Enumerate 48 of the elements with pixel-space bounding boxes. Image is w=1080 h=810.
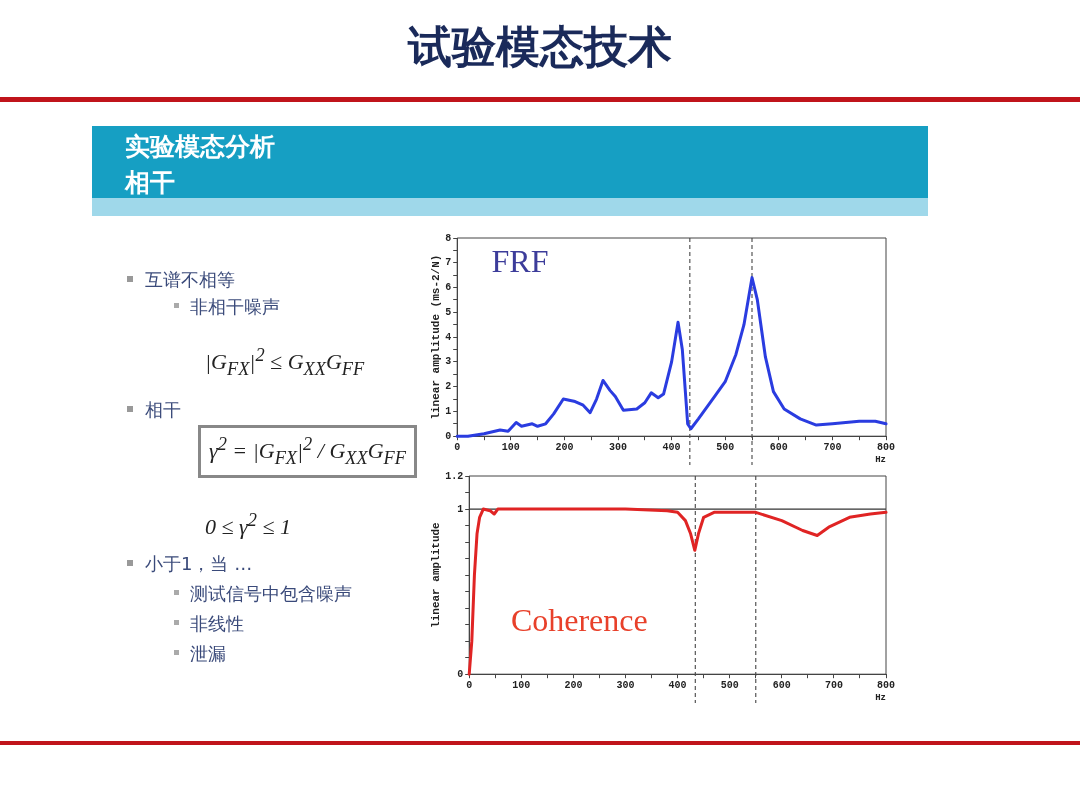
annotation: Coherence [510,602,648,639]
x-tick-label: 0 [466,679,473,691]
y-tick-label: 4 [445,331,452,343]
y-axis-title: linear amplitude [430,521,443,628]
x-tick-label: 100 [512,679,531,691]
text: 相干 [145,398,181,422]
text: 非线性 [190,612,244,636]
annotation: FRF [491,243,549,280]
text: 泄漏 [190,642,226,666]
x-tick-label: 300 [616,679,635,691]
text: 互谱不相等 [145,268,235,292]
y-tick-label: 5 [445,306,452,318]
x-tick-label: 800 [876,679,896,691]
x-tick-label: 800 [876,441,896,453]
y-tick-label: 0 [445,430,452,442]
y-tick-label: 1.2 [445,470,464,482]
y-tick-label: 1 [457,503,464,515]
x-axis-title: Hz [875,454,886,465]
x-tick-label: 300 [608,441,628,453]
x-tick-label: 700 [824,679,843,691]
y-tick-label: 7 [445,257,452,269]
y-tick-label: 1 [445,405,452,417]
y-tick-label: 6 [445,282,452,294]
text: 测试信号中包含噪声 [190,582,352,606]
y-tick-label: 2 [445,381,452,393]
x-tick-label: 500 [716,441,735,453]
text: 试验模态技术 [406,20,673,74]
x-tick-label: 200 [555,441,574,453]
text: 实验模态分析 [125,131,275,163]
text: 小于1，当 … [145,552,253,576]
text: 0 ≤ γ$^{2}$ ≤ 1 [205,510,291,541]
x-tick-label: 100 [501,441,520,453]
x-tick-label: 400 [668,679,687,691]
y-tick-label: 3 [445,356,452,368]
x-tick-label: 600 [769,441,788,453]
x-tick-label: 600 [772,679,791,691]
text: 非相干噪声 [190,295,280,319]
x-axis-title: Hz [875,692,886,703]
x-tick-label: 400 [662,441,681,453]
y-axis-title: linear amplitude (ms-2/N) [430,254,443,420]
x-tick-label: 700 [823,441,842,453]
y-tick-label: 0 [457,668,464,680]
x-tick-label: 200 [564,679,583,691]
x-tick-label: 500 [720,679,739,691]
text: γ$^{2}$ = |G$_{FX}$|$^{2}$ / G$_{XX}$G$_{FF}$ [209,434,406,468]
text: 相干 [125,167,175,199]
text: |G$_{FX}$|$^{2}$ ≤ G$_{XX}$G$_{FF}$ [205,345,365,380]
y-tick-label: 8 [445,232,452,244]
